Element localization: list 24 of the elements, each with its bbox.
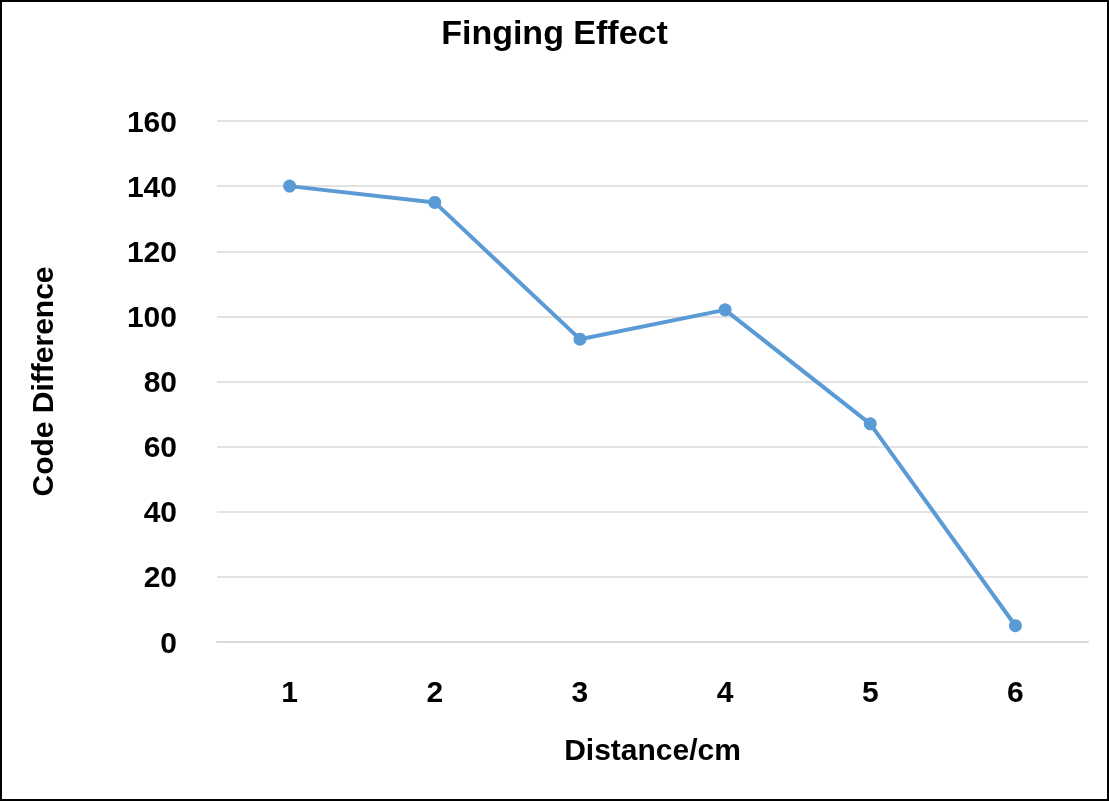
x-axis-title: Distance/cm	[564, 732, 741, 766]
point	[718, 303, 732, 317]
x-tick-label: 6	[1007, 674, 1024, 708]
y-tick-label: 120	[126, 234, 177, 268]
x-tick-label: 1	[281, 674, 298, 708]
x-tick-label: 5	[861, 674, 879, 708]
y-axis-title: Code Difference	[25, 266, 59, 497]
y-tick-label: 80	[143, 365, 177, 398]
x-tick-label: 3	[571, 674, 589, 708]
x-tick-label: 4	[716, 674, 734, 708]
point	[863, 417, 877, 431]
y-tick-label: 0	[160, 625, 177, 659]
y-tick-label: 20	[143, 560, 177, 594]
y-tick-label: 160	[126, 104, 177, 138]
point	[283, 179, 297, 193]
y-tick-label: 100	[126, 299, 177, 333]
y-tick-label: 140	[126, 169, 177, 203]
chart-title: Finging Effect	[441, 13, 668, 51]
y-tick-label: 60	[143, 430, 177, 464]
point	[1008, 619, 1022, 633]
point	[428, 195, 442, 209]
x-tick-label: 2	[426, 674, 444, 708]
y-tick-label: 40	[143, 495, 177, 529]
point	[573, 332, 587, 346]
